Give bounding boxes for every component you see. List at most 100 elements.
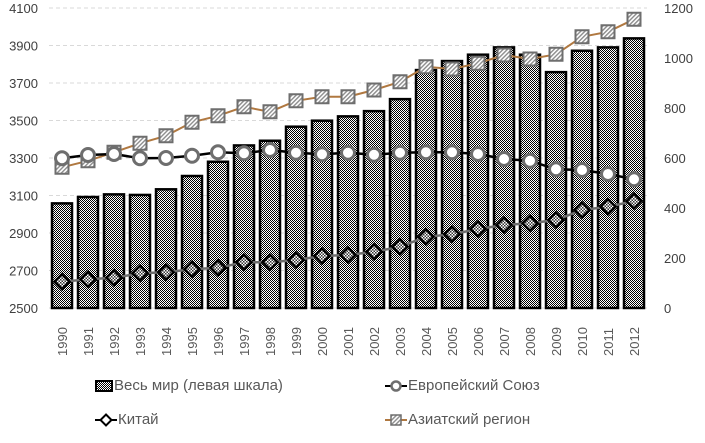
x-tick-label: 1995 — [185, 327, 200, 356]
asia-marker-2012 — [626, 11, 642, 27]
asia-marker-1996 — [210, 108, 226, 124]
bar-1990 — [50, 202, 74, 310]
legend-label-eu: Европейский Союз — [408, 377, 540, 394]
china-marker-2010 — [572, 200, 592, 220]
left-tick-label: 4100 — [9, 1, 38, 16]
bar-2005 — [440, 59, 464, 310]
asia-marker-1993 — [132, 135, 148, 151]
x-tick-label: 2008 — [523, 327, 538, 356]
bar-1998 — [258, 139, 282, 310]
eu-marker-2000 — [314, 146, 330, 163]
asia-marker-2006 — [470, 55, 486, 71]
asia-marker-1998 — [262, 104, 278, 120]
x-tick-label: 2003 — [393, 327, 408, 356]
asia-marker-1994 — [158, 128, 174, 144]
legend-label-world: Весь мир (левая шкала) — [114, 377, 283, 394]
asia-marker-2002 — [366, 82, 382, 98]
bar-1994 — [154, 188, 178, 310]
right-tick-label: 600 — [664, 151, 686, 166]
bar-2007 — [492, 46, 516, 310]
x-tick-label: 1997 — [237, 327, 252, 356]
asia-marker-2004 — [418, 59, 434, 75]
right-tick-label: 0 — [664, 301, 671, 316]
left-axis: 2500 2700 2900 3100 3300 3500 3700 3900 4100 — [9, 1, 38, 316]
legend-item-china: Китай — [95, 411, 159, 428]
china-marker-1998 — [260, 252, 280, 272]
bar-swatch-icon — [95, 379, 113, 392]
bar-2010 — [570, 49, 594, 310]
asia-marker-2007 — [496, 47, 512, 63]
china-marker-2007 — [494, 215, 514, 235]
bar-2006 — [466, 53, 490, 310]
bar-2008 — [518, 53, 542, 310]
left-tick-label: 3300 — [9, 151, 38, 166]
left-tick-label: 2500 — [9, 301, 38, 316]
eu-marker-1992 — [106, 146, 122, 162]
china-marker-1999 — [286, 250, 306, 270]
eu-marker-2012 — [626, 171, 642, 188]
asia-marker-2009 — [548, 46, 564, 62]
bar-2003 — [388, 97, 412, 310]
left-tick-label: 3100 — [9, 189, 38, 204]
x-tick-label: 2001 — [341, 327, 356, 356]
china-marker-2001 — [338, 245, 358, 265]
china-marker-1992 — [104, 268, 124, 288]
china-marker-2002 — [364, 242, 384, 262]
eu-marker-1994 — [158, 150, 174, 166]
eu-marker-2011 — [600, 166, 616, 182]
bar-2000 — [310, 119, 334, 310]
x-tick-label: 2005 — [445, 327, 460, 356]
asia-marker-1999 — [288, 93, 304, 109]
bar-1993 — [128, 193, 152, 310]
eu-marker-2005 — [444, 144, 460, 161]
bar-2001 — [336, 115, 360, 310]
square-marker-icon — [385, 413, 407, 426]
x-tick-label: 2009 — [549, 327, 564, 356]
china-marker-2006 — [468, 219, 488, 239]
x-tick-label: 2012 — [627, 327, 642, 356]
eu-marker-2009 — [548, 161, 564, 178]
x-tick-label: 1999 — [289, 327, 304, 356]
bar-1991 — [76, 195, 100, 310]
right-tick-label: 800 — [664, 101, 686, 116]
china-marker-2000 — [312, 246, 332, 266]
china-marker-1996 — [208, 258, 228, 278]
x-tick-label: 2004 — [419, 327, 434, 356]
asia-marker-2003 — [392, 74, 408, 90]
eu-marker-2003 — [392, 144, 408, 161]
x-tick-label: 1993 — [133, 327, 148, 356]
x-tick-label: 2010 — [575, 327, 590, 356]
china-marker-1990 — [52, 272, 72, 292]
bar-2002 — [362, 109, 386, 310]
asia-marker-2010 — [574, 29, 590, 45]
bar-1997 — [232, 144, 256, 310]
eu-marker-1990 — [54, 150, 70, 167]
eu-marker-1998 — [262, 142, 278, 158]
china-marker-1997 — [234, 252, 254, 272]
eu-marker-1999 — [288, 144, 304, 161]
asia-marker-2008 — [522, 51, 538, 67]
legend-item-asia: Азиатский регион — [385, 411, 530, 428]
china-marker-1994 — [156, 262, 176, 282]
x-tick-label: 1998 — [263, 327, 278, 356]
x-tick-label: 1990 — [55, 327, 70, 356]
eu-marker-2006 — [470, 146, 486, 162]
eu-marker-2001 — [340, 144, 356, 161]
eu-marker-1996 — [210, 144, 226, 161]
x-tick-label: 2007 — [497, 327, 512, 356]
bar-2004 — [414, 68, 438, 310]
eu-marker-2010 — [574, 162, 590, 178]
china-marker-2005 — [442, 224, 462, 244]
bar-2009 — [544, 70, 568, 310]
left-tick-label: 3700 — [9, 76, 38, 91]
eu-marker-1991 — [80, 147, 96, 163]
eu-marker-2007 — [496, 151, 512, 167]
eu-marker-2002 — [366, 146, 382, 163]
china-marker-2004 — [416, 227, 436, 247]
eu-marker-1993 — [132, 150, 148, 167]
x-tick-label: 2000 — [315, 327, 330, 356]
x-axis: 1990 1991 1992 1993 1994 1995 1996 1997 1998 1999… — [55, 327, 642, 356]
right-axis: 0 200 400 600 800 1000 1200 — [664, 1, 693, 316]
china-marker-2009 — [546, 210, 566, 230]
